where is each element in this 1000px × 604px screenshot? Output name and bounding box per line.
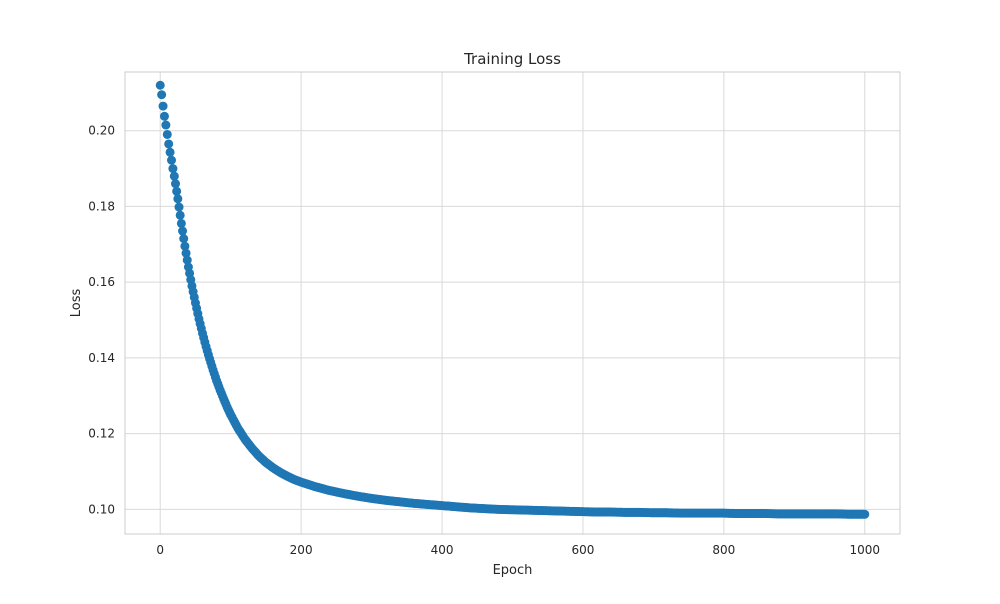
data-point xyxy=(167,155,176,165)
y-tick-label: 0.18 xyxy=(88,199,115,213)
y-tick-labels: 0.10 0.12 0.14 0.16 0.18 0.20 xyxy=(88,124,115,517)
data-point xyxy=(176,218,186,228)
data-point xyxy=(172,186,182,196)
data-point xyxy=(159,111,169,121)
y-tick-label: 0.12 xyxy=(88,427,115,441)
data-point xyxy=(170,179,180,189)
data-point xyxy=(155,80,165,90)
y-axis-label: Loss xyxy=(69,289,84,318)
data-point xyxy=(173,194,183,204)
data-point xyxy=(175,210,185,220)
y-tick-label: 0.20 xyxy=(88,124,115,138)
x-tick-label: 0 xyxy=(156,543,164,557)
data-point xyxy=(161,120,171,130)
y-tick-label: 0.10 xyxy=(88,502,115,516)
data-point xyxy=(181,248,191,258)
data-point xyxy=(157,90,167,100)
data-point xyxy=(179,234,189,244)
data-point xyxy=(178,226,188,236)
data-point xyxy=(182,255,192,265)
data-point xyxy=(180,241,190,251)
data-point xyxy=(860,509,870,519)
data-point xyxy=(165,147,175,157)
x-tick-label: 800 xyxy=(712,543,735,557)
data-points xyxy=(155,80,870,519)
x-tick-label: 600 xyxy=(572,543,595,557)
x-tick-labels: 0 200 400 600 800 1000 xyxy=(156,543,880,557)
data-point xyxy=(174,202,184,212)
data-point xyxy=(169,171,179,181)
x-axis-label: Epoch xyxy=(493,563,533,578)
y-tick-label: 0.16 xyxy=(88,275,115,289)
data-point xyxy=(164,139,174,149)
data-point xyxy=(162,129,172,139)
x-tick-label: 200 xyxy=(290,543,313,557)
x-tick-label: 400 xyxy=(431,543,454,557)
data-point xyxy=(158,101,168,111)
data-point xyxy=(168,164,178,174)
y-tick-label: 0.14 xyxy=(88,351,115,365)
plot-frame xyxy=(124,71,901,535)
chart-title: Training Loss xyxy=(463,50,561,68)
x-tick-label: 1000 xyxy=(849,543,880,557)
